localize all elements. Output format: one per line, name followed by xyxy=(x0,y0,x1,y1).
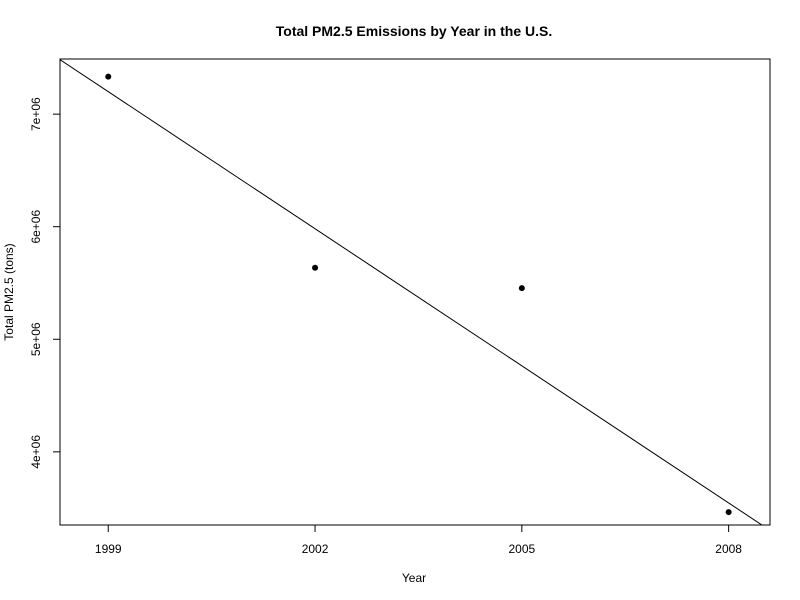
data-point xyxy=(312,264,319,271)
y-tick-label: 7e+06 xyxy=(29,97,43,131)
data-point xyxy=(725,509,732,516)
y-axis-label: Total PM2.5 (tons) xyxy=(2,243,16,340)
chart-title: Total PM2.5 Emissions by Year in the U.S… xyxy=(276,23,552,39)
x-tick-label: 2005 xyxy=(508,542,535,556)
y-tick-label: 5e+06 xyxy=(29,322,43,356)
x-tick-label: 1999 xyxy=(95,542,122,556)
y-axis: 4e+06 5e+06 6e+06 7e+06 xyxy=(29,97,60,469)
data-point xyxy=(105,73,112,80)
x-tick-label: 2008 xyxy=(715,542,742,556)
y-tick-label: 4e+06 xyxy=(29,435,43,469)
x-axis: 1999 2002 2005 2008 xyxy=(95,525,742,556)
plot-content xyxy=(60,59,763,525)
x-tick-label: 2002 xyxy=(302,542,329,556)
regression-line xyxy=(60,59,763,525)
plot-frame xyxy=(59,58,771,526)
data-point xyxy=(518,285,525,292)
y-tick-label: 6e+06 xyxy=(29,210,43,244)
x-axis-label: Year xyxy=(402,571,426,585)
